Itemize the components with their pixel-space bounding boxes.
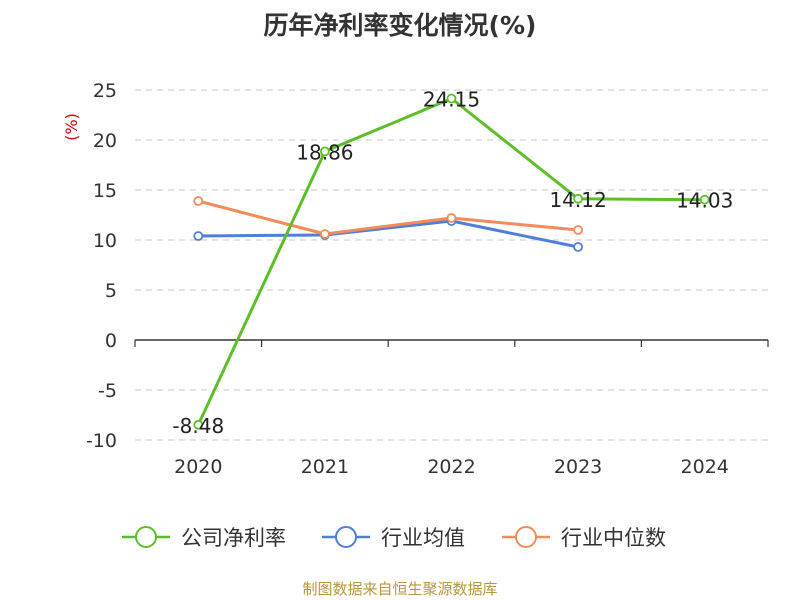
series-line [197, 199, 579, 236]
x-tick-label: 2020 [174, 456, 222, 478]
data-label: 18.86 [296, 140, 353, 164]
data-label: 24.15 [423, 88, 480, 112]
legend-marker [135, 526, 157, 548]
y-tick-label: -10 [86, 430, 117, 452]
legend-marker [515, 526, 537, 548]
series-point [319, 229, 330, 239]
axes: 25 20 15 10 5 0 -5 -10 (%) 2020 2021 2022 2023 2024 [62, 80, 769, 478]
series-line [196, 97, 705, 426]
legend[interactable]: 公司净利率 行业均值 行业中位数 [122, 526, 666, 550]
y-tick-label: 25 [93, 80, 117, 102]
data-label: 14.03 [676, 189, 733, 213]
series-lines [193, 93, 710, 430]
series-point [573, 242, 583, 252]
y-tick-label: 20 [93, 130, 117, 152]
y-tick-label: 10 [93, 230, 117, 252]
x-tick-label: 2021 [301, 456, 349, 478]
series-point [193, 231, 204, 241]
data-source-note: 制图数据来自恒生聚源数据库 [302, 580, 498, 598]
y-tick-label: 15 [93, 180, 117, 202]
x-tick-label: 2023 [554, 456, 602, 478]
legend-label: 公司净利率 [181, 526, 286, 550]
data-label: 14.12 [549, 188, 606, 212]
series-point [573, 193, 583, 204]
series-point [193, 196, 204, 206]
y-tick-label: 5 [105, 280, 117, 302]
y-tick-label: 0 [105, 330, 117, 352]
data-label: -8.48 [172, 414, 224, 438]
series-point [446, 93, 457, 104]
series-point [193, 419, 204, 430]
x-tick-label: 2024 [681, 456, 729, 478]
legend-label: 行业均值 [381, 526, 465, 550]
legend-label: 行业中位数 [561, 526, 666, 550]
series-point [573, 225, 583, 235]
legend-item[interactable]: 行业中位数 [502, 526, 666, 550]
legend-marker [335, 526, 357, 548]
series-point [319, 146, 330, 157]
y-axis-unit: (%) [62, 113, 81, 141]
x-tick-label: 2022 [427, 456, 475, 478]
y-tick-label: -5 [98, 380, 117, 402]
chart-title: 历年净利率变化情况(%) [263, 11, 537, 40]
legend-item[interactable]: 公司净利率 [122, 526, 286, 550]
gridlines [135, 89, 768, 441]
series-point [699, 194, 710, 205]
legend-item[interactable]: 行业均值 [322, 526, 465, 550]
data-labels: -8.48 18.86 24.15 14.12 14.03 [172, 88, 733, 438]
series-line [198, 219, 579, 249]
series-point [446, 213, 457, 223]
